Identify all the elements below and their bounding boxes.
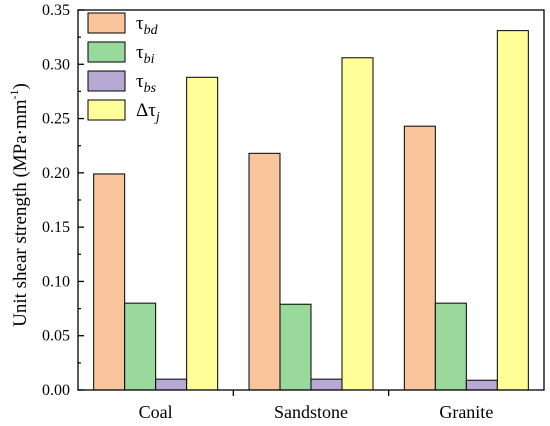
bar-j-sandstone (341, 57, 374, 391)
bar-bi-coal (124, 302, 157, 391)
y-tick-label: 0.30 (42, 56, 70, 73)
x-tick-label-sandstone: Sandstone (274, 402, 348, 422)
bar-bd-coal (93, 173, 126, 391)
legend-swatch-bd (87, 12, 126, 34)
legend-label-bi: τbi (136, 42, 155, 67)
bar-bs-sandstone (310, 378, 343, 391)
y-tick-label: 0.00 (42, 382, 70, 399)
y-axis-title: Unit shear strength (MPa·mm-1) (7, 83, 31, 327)
bars-layer (93, 30, 529, 391)
bar-j-granite (496, 30, 529, 391)
bar-bi-sandstone (279, 303, 312, 391)
x-tick-label-granite: Granite (439, 402, 493, 422)
bar-bs-granite (465, 379, 498, 391)
legend-swatch-bs (87, 70, 126, 92)
y-axis-title-close: ) (10, 83, 31, 89)
y-tick-label: 0.35 (42, 2, 70, 19)
legend-label-bs: τbs (136, 71, 157, 96)
legend-label-j: Δτj (136, 100, 160, 125)
bar-bs-coal (155, 378, 188, 391)
y-tick-label: 0.20 (42, 165, 70, 182)
legend: τbd τbi τbs Δτj (87, 12, 160, 125)
legend-swatch-bi (87, 41, 126, 63)
legend-swatch-j (87, 99, 126, 121)
y-tick-label: 0.05 (42, 328, 70, 345)
bar-bd-granite (403, 125, 436, 391)
bar-bi-granite (434, 302, 467, 391)
x-tick-label-coal: Coal (139, 402, 173, 422)
y-axis-title-main: Unit shear strength (MPa·mm (10, 99, 31, 327)
y-tick-label: 0.10 (42, 273, 70, 290)
y-tick-label: 0.15 (42, 219, 70, 236)
axes-layer: 0.00 0.05 0.10 0.15 0.20 0.25 0.30 0.35 Coal Sand… (42, 2, 545, 422)
y-tick-label: 0.25 (42, 111, 70, 128)
bar-j-coal (186, 76, 219, 391)
legend-label-bd: τbd (136, 13, 159, 38)
bar-bd-sandstone (248, 152, 281, 391)
y-axis-title-sup: -1 (7, 89, 21, 99)
